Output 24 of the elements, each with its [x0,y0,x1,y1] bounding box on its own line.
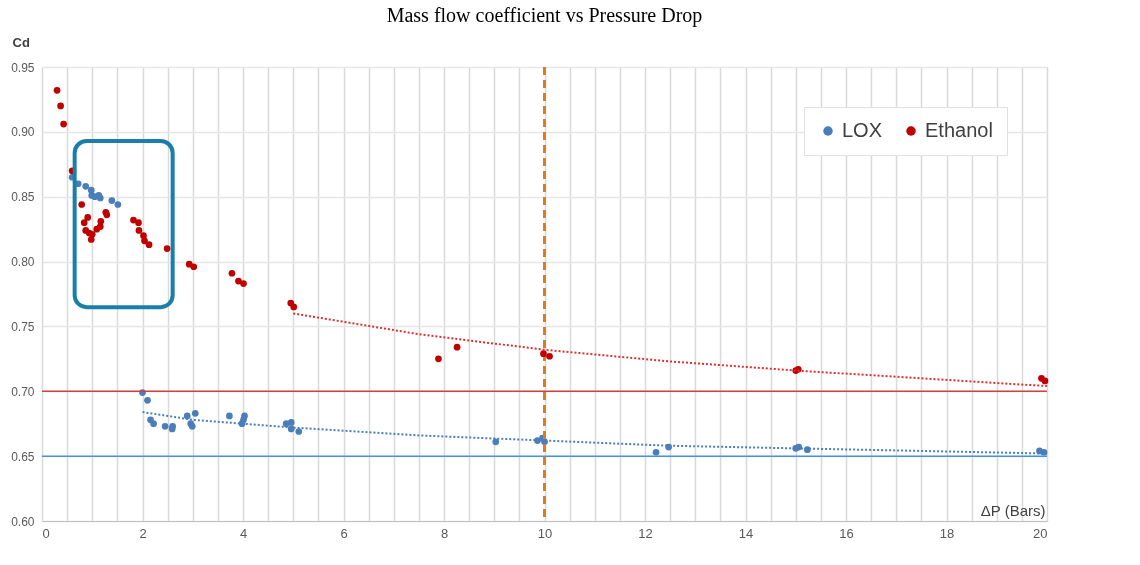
legend-label: LOX [842,119,883,141]
x-tick-label: 2 [139,525,147,541]
y-tick-label: 0.65 [11,449,35,464]
x-tick-label: 8 [440,525,449,541]
y-tick-label: 0.75 [11,319,35,334]
y-tick-label: 0.70 [11,384,35,399]
x-tick-label: 16 [839,525,854,541]
x-tick-label: 4 [239,525,248,541]
x-tick-label: 6 [340,525,348,541]
y-tick-label: 0.95 [11,60,35,75]
y-tick-label: 0.60 [11,514,35,529]
x-tick-label: 18 [939,525,955,541]
y-tick-label: 0.90 [11,125,35,140]
y-tick-label: 0.80 [11,255,35,270]
x-tick-label: 14 [738,525,754,541]
legend-label: Ethanol [925,119,993,141]
x-tick-label: 10 [537,525,553,541]
x-tick-label: 20 [1033,525,1048,541]
x-tick-label: 12 [638,525,653,541]
chart-title: Mass flow coefficient vs Pressure Drop [386,4,703,27]
x-tick-label: 0 [42,525,50,541]
y-axis-title: Cd [12,34,30,50]
y-tick-label: 0.85 [11,190,35,205]
x-axis-title: ΔP (Bars) [980,501,1046,519]
